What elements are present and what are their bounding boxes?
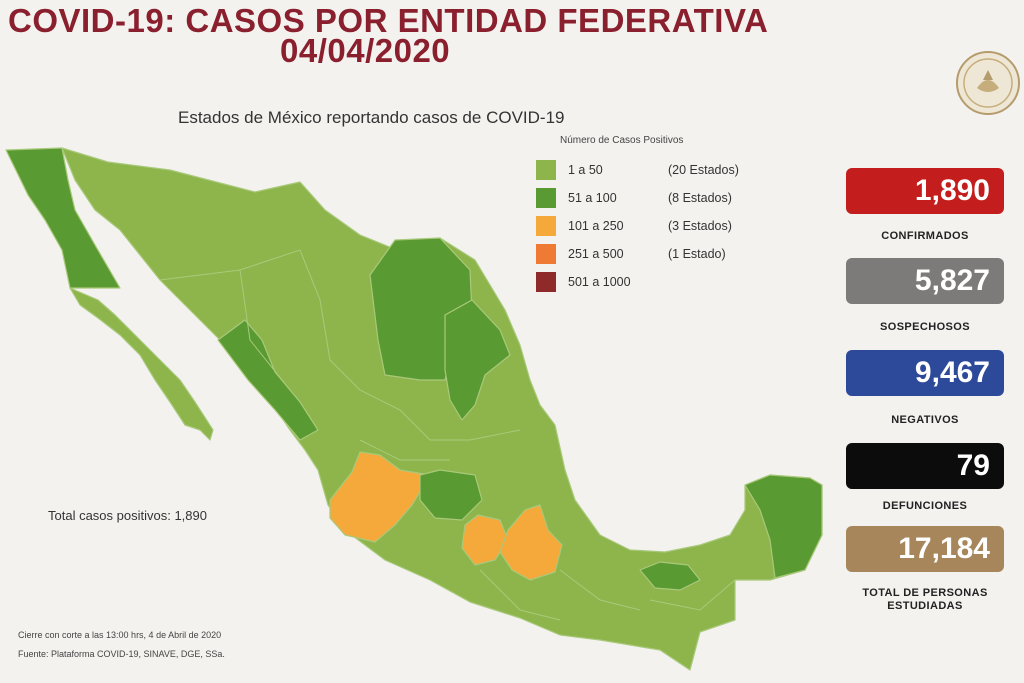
guanajuato — [419, 469, 483, 521]
legend-item: 501 a 1000 — [536, 268, 766, 296]
people-studied-label: TOTAL DE PERSONAS ESTUDIADAS — [862, 587, 988, 612]
negative-cases-box: 9,467 — [846, 350, 1004, 396]
legend-swatch — [536, 216, 556, 236]
suspected-label: SOSPECHOSOS — [880, 321, 970, 333]
mexico-map — [5, 147, 823, 671]
deaths-box: 79 — [846, 443, 1004, 489]
map-legend: Número de Casos Positivos 1 a 50 (20 Est… — [536, 135, 766, 296]
legend-item: 251 a 500 (1 Estado) — [536, 240, 766, 268]
legend-swatch — [536, 244, 556, 264]
legend-title: Número de Casos Positivos — [560, 135, 684, 146]
confirmed-cases-box: 1,890 — [846, 168, 1004, 214]
legend-range: 251 a 500 — [568, 247, 624, 261]
quintana-roo — [744, 474, 823, 579]
legend-count: (20 Estados) — [668, 163, 739, 177]
legend-count: (1 Estado) — [668, 247, 726, 261]
legend-range: 501 a 1000 — [568, 275, 631, 289]
baja-california-sur — [69, 287, 214, 441]
legend-range: 1 a 50 — [568, 163, 603, 177]
tabasco — [639, 561, 701, 591]
legend-range: 101 a 250 — [568, 219, 624, 233]
legend-count: (3 Estados) — [668, 219, 732, 233]
nuevo-leon — [444, 299, 511, 421]
legend-swatch — [536, 160, 556, 180]
legend-range: 51 a 100 — [568, 191, 617, 205]
page-title: COVID-19: CASOS POR ENTIDAD FEDERATIVA — [8, 2, 769, 39]
cutoff-note: Cierre con corte a las 13:00 hrs, 4 de A… — [18, 630, 222, 640]
deaths-label: DEFUNCIONES — [882, 500, 968, 512]
government-seal-logo — [956, 51, 1020, 115]
legend-item: 1 a 50 (20 Estados) — [536, 156, 766, 184]
people-studied-box: 17,184 — [846, 526, 1004, 572]
report-date: 04/04/2020 — [280, 32, 451, 69]
confirmed-label: CONFIRMADOS — [881, 230, 969, 242]
legend-swatch — [536, 272, 556, 292]
total-positive-cases: Total casos positivos: 1,890 — [48, 508, 207, 523]
sinaloa — [217, 319, 319, 441]
suspected-cases-box: 5,827 — [846, 258, 1004, 304]
map-subtitle: Estados de México reportando casos de CO… — [178, 108, 565, 127]
source-note: Fuente: Plataforma COVID-19, SINAVE, DGE… — [18, 649, 225, 659]
legend-item: 51 a 100 (8 Estados) — [536, 184, 766, 212]
baja-california — [5, 147, 121, 289]
legend-swatch — [536, 188, 556, 208]
legend-count: (8 Estados) — [668, 191, 732, 205]
legend-item: 101 a 250 (3 Estados) — [536, 212, 766, 240]
negative-label: NEGATIVOS — [891, 414, 959, 426]
puebla — [499, 504, 563, 581]
